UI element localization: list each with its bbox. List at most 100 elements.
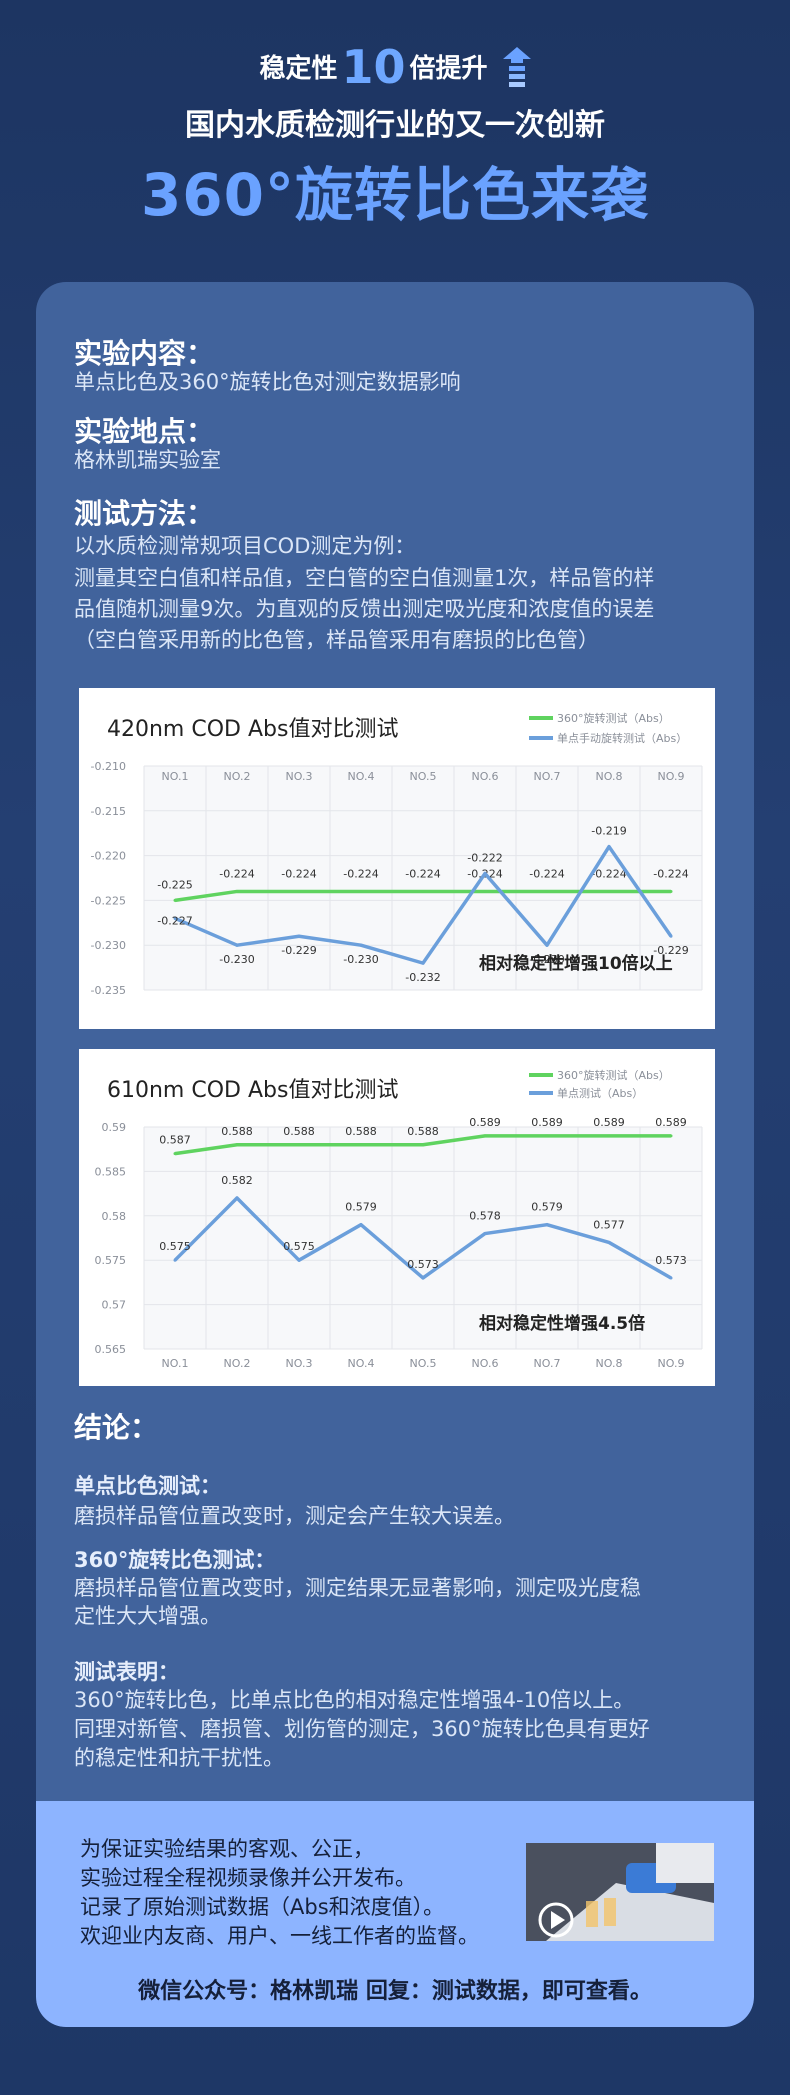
data-point: [297, 1143, 301, 1147]
data-label: 0.577: [593, 1218, 625, 1231]
content-title: 实验内容：: [74, 337, 215, 370]
data-label: -0.222: [467, 852, 502, 865]
footer-text: 为保证实验结果的客观、公正， 实验过程全程视频录像并公开发布。 记录了原始测试数…: [80, 1835, 479, 1951]
data-label: 0.589: [655, 1116, 687, 1129]
data-point: [607, 1240, 611, 1244]
data-point: [607, 1134, 611, 1138]
x-tick-label: NO.1: [162, 1357, 189, 1370]
y-tick-label: -0.210: [91, 760, 126, 773]
data-point: [669, 934, 673, 938]
data-label: 0.588: [407, 1125, 439, 1138]
data-label: -0.227: [157, 914, 192, 927]
method-line: 测量其空白值和样品值，空白管的空白值测量1次，样品管的样: [74, 566, 655, 590]
data-point: [297, 934, 301, 938]
chart-annotation: 相对稳定性增强4.5倍: [479, 1313, 645, 1334]
rotate-test-line: 定性大大增强。: [74, 1604, 221, 1628]
data-label: 0.575: [283, 1240, 315, 1253]
conclusion-title: 结论：: [74, 1411, 159, 1444]
x-tick-label: NO.4: [348, 1357, 375, 1370]
chart-420nm: -0.210 -0.215 -0.220 -0.225 -0.230 -0.235 NO.1…: [79, 688, 715, 1029]
footer-line: 记录了原始测试数据（Abs和浓度值）。: [80, 1895, 445, 1919]
data-label: 0.573: [655, 1254, 687, 1267]
data-point: [297, 889, 301, 893]
data-label: -0.232: [405, 971, 440, 984]
x-tick-label: NO.2: [224, 770, 251, 783]
data-point: [607, 845, 611, 849]
data-label: 0.588: [345, 1125, 377, 1138]
data-label: -0.219: [591, 825, 626, 838]
data-label: -0.224: [405, 867, 440, 880]
x-tick-label: NO.5: [410, 770, 437, 783]
x-tick-label: NO.3: [286, 770, 313, 783]
data-label: -0.230: [343, 953, 378, 966]
headline-innovation: 国内水质检测行业的又一次创新: [185, 108, 605, 143]
y-tick-label: -0.215: [91, 805, 126, 818]
x-tick-label: NO.6: [472, 770, 499, 783]
data-label: 0.587: [159, 1134, 191, 1147]
data-label: -0.224: [219, 867, 254, 880]
data-label: -0.224: [281, 867, 316, 880]
data-point: [483, 1232, 487, 1236]
data-point: [173, 1152, 177, 1156]
up-arrow-icon: [502, 47, 531, 87]
x-tick-label: NO.9: [658, 770, 685, 783]
play-icon: [538, 1902, 574, 1938]
data-point: [173, 916, 177, 920]
location-text: 格林凯瑞实验室: [74, 448, 221, 472]
y-tick-label: 0.565: [95, 1343, 127, 1356]
data-point: [669, 1134, 673, 1138]
data-point: [669, 1276, 673, 1280]
method-title: 测试方法：: [74, 497, 215, 530]
rotate-test-line: 磨损样品管位置改变时，测定结果无显著影响，测定吸光度稳: [74, 1576, 641, 1600]
single-test-text: 磨损样品管位置改变时，测定会产生较大误差。: [74, 1504, 515, 1528]
data-point: [235, 889, 239, 893]
x-tick-label: NO.1: [162, 770, 189, 783]
data-label: -0.229: [281, 944, 316, 957]
data-label: -0.230: [219, 953, 254, 966]
data-label: 0.579: [531, 1201, 563, 1214]
data-point: [545, 1223, 549, 1227]
data-label: 0.589: [469, 1116, 501, 1129]
data-point: [235, 943, 239, 947]
x-tick-label: NO.2: [224, 1357, 251, 1370]
data-label: -0.224: [529, 867, 564, 880]
summary-line: 同理对新管、磨损管、划伤管的测定，360°旋转比色具有更好: [74, 1717, 650, 1741]
x-tick-label: NO.5: [410, 1357, 437, 1370]
headline-stability: 稳定性10 倍提升: [0, 40, 790, 94]
legend-label: 单点手动旋转测试（Abs）: [557, 731, 687, 745]
data-point: [235, 1143, 239, 1147]
data-label: -0.230: [529, 953, 564, 966]
x-tick-label: NO.4: [348, 770, 375, 783]
content-card: 实验内容： 单点比色及360°旋转比色对测定数据影响 实验地点： 格林凯瑞实验室…: [36, 282, 754, 2027]
data-point: [607, 889, 611, 893]
data-point: [545, 1134, 549, 1138]
footer-panel: 为保证实验结果的客观、公正， 实验过程全程视频录像并公开发布。 记录了原始测试数…: [36, 1801, 754, 2027]
data-label: -0.229: [653, 944, 688, 957]
wechat-line: 微信公众号：格林凯瑞 回复：测试数据，即可查看。: [138, 1979, 652, 2004]
data-label: -0.225: [157, 878, 192, 891]
method-line: 品值随机测量9次。为直观的反馈出测定吸光度和浓度值的误差: [74, 597, 655, 621]
y-tick-label: -0.235: [91, 984, 126, 997]
x-tick-label: NO.7: [534, 770, 561, 783]
data-label: 0.579: [345, 1201, 377, 1214]
data-point: [483, 1134, 487, 1138]
legend-label: 360°旋转测试（Abs）: [557, 711, 670, 725]
summary-title: 测试表明：: [74, 1660, 179, 1684]
data-point: [545, 889, 549, 893]
chart-title: 610nm COD Abs值对比测试: [107, 1078, 398, 1103]
data-label: 0.588: [221, 1125, 253, 1138]
y-tick-label: 0.575: [95, 1254, 127, 1267]
video-thumbnail[interactable]: [526, 1843, 714, 1941]
chart-annotation: 相对稳定性增强10倍以上: [479, 953, 673, 974]
location-title: 实验地点：: [74, 415, 215, 448]
method-line: 以水质检测常规项目COD测定为例：: [74, 534, 416, 558]
x-tick-label: NO.9: [658, 1357, 685, 1370]
data-point: [483, 889, 487, 893]
y-tick-label: 0.58: [102, 1210, 127, 1223]
data-point: [669, 889, 673, 893]
x-tick-label: NO.6: [472, 1357, 499, 1370]
footer-line: 实验过程全程视频录像并公开发布。: [80, 1866, 416, 1890]
data-label: 0.588: [283, 1125, 315, 1138]
x-tick-label: NO.3: [286, 1357, 313, 1370]
content-text: 单点比色及360°旋转比色对测定数据影响: [74, 370, 461, 394]
